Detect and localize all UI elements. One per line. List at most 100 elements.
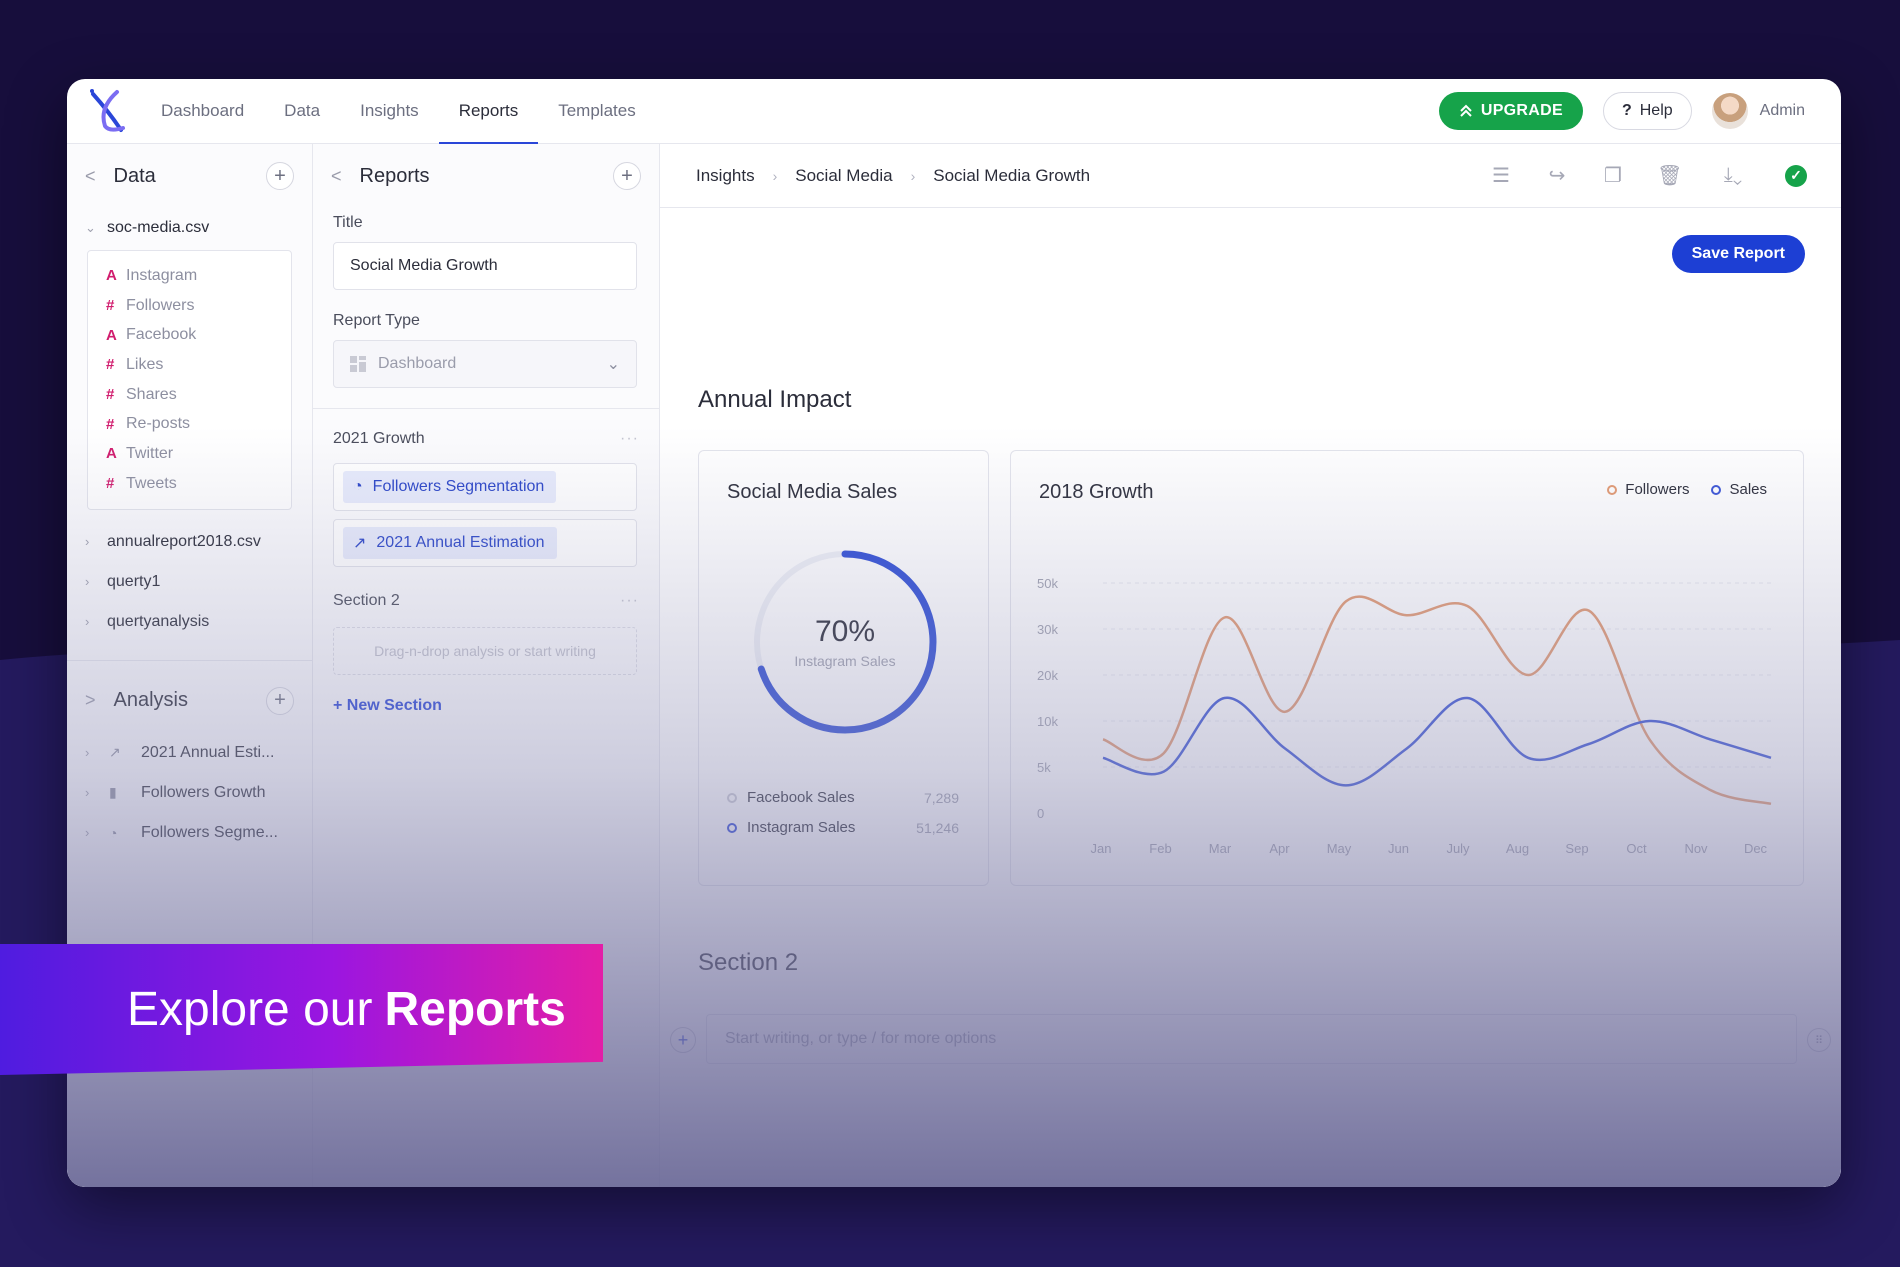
drag-handle-icon[interactable]: ⠿ xyxy=(1807,1028,1831,1052)
donut-chart: 70% Instagram Sales xyxy=(749,546,941,738)
section-item[interactable]: ◔ Followers Segmentation xyxy=(333,463,637,511)
donut-percent: 70% xyxy=(814,615,876,648)
legend-instagram-sales: Instagram Sales 51,246 xyxy=(727,819,959,836)
analysis-item[interactable]: › ▮ Followers Growth xyxy=(67,773,312,813)
add-analysis-button[interactable]: + xyxy=(266,686,294,715)
file-row-open[interactable]: ⌄ soc-media.csv xyxy=(67,208,312,248)
analysis-label: Followers Growth xyxy=(141,783,266,801)
file-item[interactable]: › annualreport2018.csv xyxy=(67,522,312,562)
field-item[interactable]: # Followers xyxy=(88,291,291,321)
analysis-item[interactable]: › ◔ Followers Segme... xyxy=(67,813,312,853)
pie-chart-icon: ◔ xyxy=(353,478,363,495)
x-tick-label: Sep xyxy=(1565,841,1588,856)
x-tick-label: Oct xyxy=(1626,841,1647,856)
dashboard-icon xyxy=(350,356,366,372)
upgrade-button[interactable]: UPGRADE xyxy=(1438,92,1583,130)
help-label: Help xyxy=(1639,102,1673,119)
section-item[interactable]: ↗ 2021 Annual Estimation xyxy=(333,519,637,567)
nav-tab-data[interactable]: Data xyxy=(284,101,321,120)
chevron-right-icon: › xyxy=(85,534,90,549)
chip-label: 2021 Annual Estimation xyxy=(376,534,545,551)
field-item[interactable]: A Facebook xyxy=(88,320,291,350)
section-1-label: 2021 Growth xyxy=(333,430,425,447)
file-name: quertyanalysis xyxy=(107,612,210,630)
layers-icon[interactable]: ☰ xyxy=(1492,165,1510,187)
breadcrumb-social-media[interactable]: Social Media xyxy=(795,165,893,185)
y-tick-label: 5k xyxy=(1037,760,1051,775)
field-type-icon: # xyxy=(106,475,115,493)
breadcrumb-insights[interactable]: Insights xyxy=(696,165,755,185)
more-icon[interactable]: ··· xyxy=(620,430,639,447)
trash-icon[interactable]: 🗑 xyxy=(1657,165,1683,187)
app-logo[interactable] xyxy=(83,86,133,136)
chevron-down-icon: ⌄ xyxy=(606,356,620,373)
add-data-button[interactable]: + xyxy=(266,162,294,190)
legend-label: Instagram Sales xyxy=(747,819,856,836)
analysis-label: 2021 Annual Esti... xyxy=(141,743,275,761)
drop-zone[interactable]: Drag-n-drop analysis or start writing xyxy=(333,627,637,675)
user-menu[interactable]: Admin xyxy=(1711,93,1805,129)
file-item[interactable]: › quertyanalysis xyxy=(67,602,312,642)
trend-icon: ↗ xyxy=(109,744,121,760)
collapse-left-icon[interactable]: < xyxy=(331,165,342,186)
new-section-link[interactable]: + New Section xyxy=(333,697,442,714)
field-label: Tweets xyxy=(126,474,177,492)
download-icon[interactable]: ⤓⌄ xyxy=(1723,164,1743,186)
x-tick-label: Mar xyxy=(1209,841,1232,856)
field-label: Likes xyxy=(126,355,164,373)
bar-chart-icon: ▮ xyxy=(109,784,117,800)
analysis-chip[interactable]: ↗ 2021 Annual Estimation xyxy=(343,527,557,559)
title-input[interactable]: Social Media Growth xyxy=(333,242,637,290)
x-tick-label: Dec xyxy=(1744,841,1768,856)
analysis-label: Followers Segme... xyxy=(141,823,278,841)
legend-value: 7,289 xyxy=(923,789,959,806)
analysis-chip[interactable]: ◔ Followers Segmentation xyxy=(343,471,557,503)
growth-chart-card: 2018 Growth Followers Sales 50k 30k 20k 10k… xyxy=(1010,450,1804,886)
check-circle-icon: ✓ xyxy=(1785,164,1807,187)
nav-tab-reports[interactable]: Reports xyxy=(438,79,539,145)
topnav-actions: UPGRADE ? Help Admin xyxy=(1438,92,1805,130)
y-tick-label: 10k xyxy=(1037,714,1058,729)
copy-icon[interactable]: ❐ xyxy=(1604,165,1622,187)
more-icon[interactable]: ··· xyxy=(620,592,639,609)
field-item[interactable]: # Tweets xyxy=(88,469,291,499)
donut-sub-label: Instagram Sales xyxy=(794,653,896,669)
analysis-item[interactable]: › ↗ 2021 Annual Esti... xyxy=(67,733,312,773)
field-item[interactable]: A Instagram xyxy=(88,261,291,291)
chip-label: Followers Segmentation xyxy=(372,478,545,495)
section-2-title: Section 2 ··· xyxy=(333,581,639,621)
report-type-select[interactable]: Dashboard ⌄ xyxy=(333,340,637,388)
chevron-right-icon: › xyxy=(85,614,90,629)
share-icon[interactable]: ↪ xyxy=(1548,165,1566,187)
help-button[interactable]: ? Help xyxy=(1602,92,1692,130)
toolbar: ☰ ↪ ❐ 🗑 ⤓⌄ ✓ xyxy=(1489,163,1807,188)
field-item[interactable]: A Twitter xyxy=(88,439,291,469)
chevron-right-icon[interactable]: > xyxy=(85,690,96,710)
field-list: A Instagram # Followers A Facebook # Likes # Shar… xyxy=(87,250,292,510)
field-item[interactable]: # Likes xyxy=(88,350,291,380)
reports-panel-header: < Reports + xyxy=(313,144,659,208)
add-block-button[interactable]: + xyxy=(670,1027,696,1053)
nav-tab-insights[interactable]: Insights xyxy=(360,101,419,120)
save-report-button[interactable]: Save Report xyxy=(1671,235,1805,273)
donut-center: 70% Instagram Sales xyxy=(749,546,941,738)
divider xyxy=(313,408,659,409)
write-input[interactable]: Start writing, or type / for more option… xyxy=(706,1014,1797,1064)
field-item[interactable]: # Shares xyxy=(88,380,291,410)
collapse-left-icon[interactable]: < xyxy=(85,165,96,186)
file-name: annualreport2018.csv xyxy=(107,532,261,550)
y-tick-label: 30k xyxy=(1037,622,1058,637)
breadcrumb-current: Social Media Growth xyxy=(933,165,1091,185)
field-item[interactable]: # Re-posts xyxy=(88,409,291,439)
x-tick-label: Aug xyxy=(1506,841,1529,856)
nav-tab-templates[interactable]: Templates xyxy=(558,101,636,120)
field-label: Twitter xyxy=(126,444,174,462)
top-navigation: Dashboard Data Insights Reports Template… xyxy=(67,79,1841,145)
reports-panel-title: Reports xyxy=(359,164,430,187)
file-item[interactable]: › querty1 xyxy=(67,562,312,602)
field-type-icon: A xyxy=(106,267,117,285)
nav-tab-dashboard[interactable]: Dashboard xyxy=(161,101,245,120)
add-report-button[interactable]: + xyxy=(613,162,641,190)
chevron-right-icon: › xyxy=(910,167,916,184)
user-name: Admin xyxy=(1759,102,1805,119)
